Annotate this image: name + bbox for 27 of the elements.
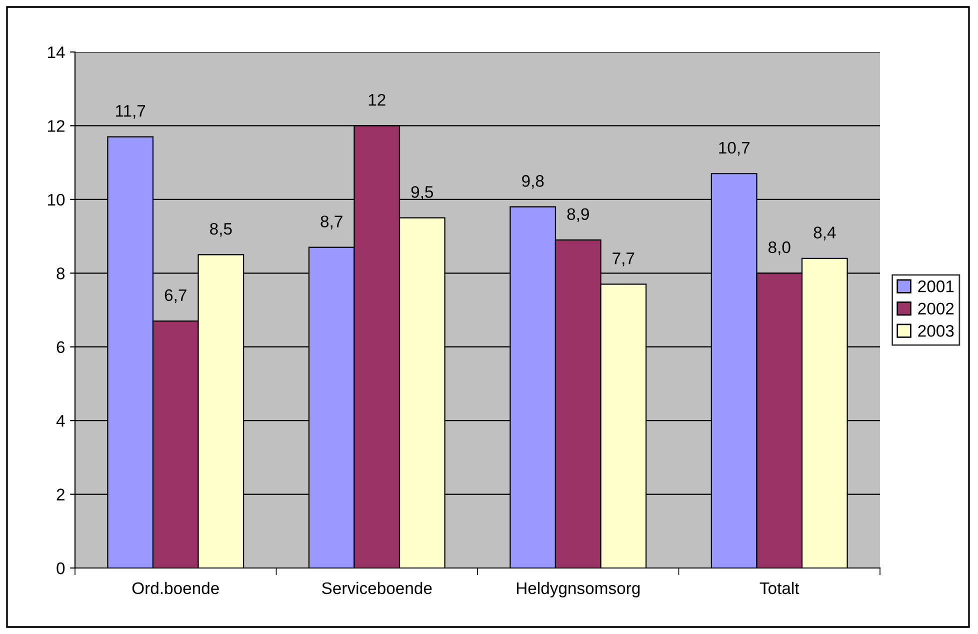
data-label: 9,8	[522, 175, 544, 189]
x-tick-label: Heldygnsomsorg	[516, 582, 640, 598]
legend-label: 2001	[918, 280, 954, 292]
data-label: 8,7	[320, 216, 342, 230]
data-label: 8,9	[567, 208, 589, 222]
y-tick-label: 2	[56, 488, 64, 500]
x-tick-label: Serviceboende	[322, 582, 432, 594]
x-tick-label: Ord.boende	[132, 582, 219, 594]
data-label: 8,5	[210, 222, 232, 237]
x-tick-label: Totalt	[760, 582, 800, 594]
y-tick-label: 12	[48, 120, 64, 132]
data-label: 9,5	[411, 186, 434, 200]
legend-label: 2002	[918, 302, 954, 315]
data-label: 8,4	[814, 226, 836, 240]
y-tick-label: 10	[48, 194, 65, 206]
data-label: 11,7	[116, 105, 146, 119]
y-tick-label: 0	[56, 562, 65, 574]
y-tick-label: 6	[56, 341, 65, 354]
data-label: 10,7	[719, 142, 750, 156]
data-label: 6,7	[164, 289, 186, 304]
data-label: 12	[368, 94, 386, 106]
y-tick-label: 4	[56, 415, 65, 427]
data-label: 7,7	[612, 252, 634, 266]
legend-label: 2003	[918, 325, 954, 337]
data-label: 8,0	[768, 241, 790, 256]
y-tick-label: 14	[48, 46, 65, 58]
y-tick-label: 8	[56, 268, 65, 280]
